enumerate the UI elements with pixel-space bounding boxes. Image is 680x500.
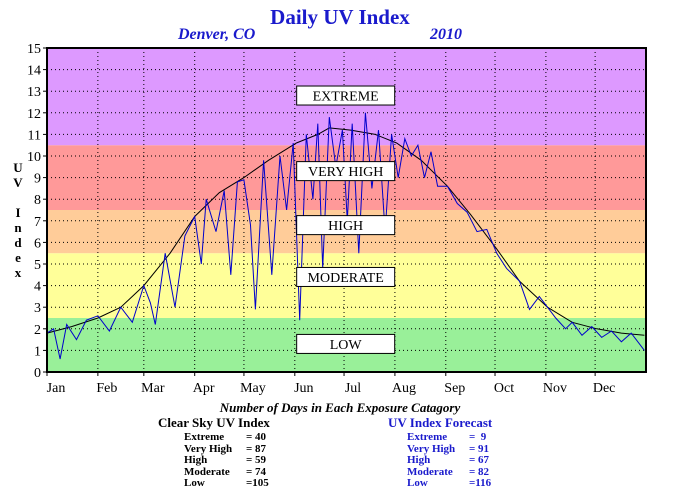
y-tick-label: 12 [27, 107, 41, 122]
y-tick-label: 8 [34, 193, 41, 208]
clear-sky-series-line [46, 127, 645, 336]
y-tick-label: 13 [27, 85, 41, 100]
clear-sky-row: High = 59 [184, 454, 286, 467]
chart-year: 2010 [430, 26, 462, 43]
x-tick-label: Jan [47, 381, 66, 396]
x-tick-label: Mar [141, 381, 165, 396]
y-tick-label: 5 [34, 258, 41, 273]
y-axis-label-letter: U [13, 160, 23, 175]
clear-sky-row-value: = 40 [246, 431, 267, 443]
clear-sky-summary-title: Clear Sky UV Index [158, 415, 270, 430]
clear-sky-row-value: = 59 [246, 454, 267, 466]
forecast-row-value: = 91 [469, 442, 490, 455]
clear-sky-row-value: =105 [246, 477, 269, 489]
y-tick-label: 2 [34, 323, 41, 338]
x-tick-label: Nov [543, 381, 567, 396]
forecast-row-label: Extreme [407, 431, 448, 443]
clear-sky-row-label: Moderate [184, 465, 230, 478]
x-tick-label: Jun [294, 381, 313, 396]
clear-sky-row-label: Very High [184, 442, 233, 455]
y-tick-label: 6 [34, 236, 41, 251]
forecast-row: Extreme = 9 [407, 431, 509, 444]
y-tick-label: 14 [27, 64, 41, 79]
clear-sky-row: Very High = 87 [184, 442, 286, 456]
clear-sky-row-label: High [184, 454, 208, 466]
y-tick-label: 11 [28, 128, 41, 143]
band-label-text: HIGH [328, 219, 363, 234]
clear-sky-row: Extreme = 40 [184, 431, 286, 444]
x-tick-label: Feb [96, 381, 117, 396]
forecast-row-label: Low [407, 477, 428, 489]
y-tick-label: 9 [34, 172, 41, 187]
x-tick-label: Dec [593, 381, 616, 396]
x-tick-label: Aug [392, 381, 416, 396]
x-tick-label: May [240, 381, 266, 396]
clear-sky-summary: Clear Sky UV Index Extreme = 40 Very High… [158, 415, 286, 490]
chart-location: Denver, CO [178, 26, 256, 43]
forecast-row-label: Very High [407, 442, 456, 455]
x-tick-label: Sep [444, 381, 465, 396]
forecast-row-value: = 9 [469, 431, 487, 443]
y-tick-label: 7 [34, 215, 41, 230]
forecast-summary-title: UV Index Forecast [388, 415, 493, 430]
clear-sky-row-label: Low [184, 477, 205, 489]
forecast-summary: UV Index Forecast Extreme = 9 Very High = … [388, 415, 509, 490]
x-tick-label: Oct [494, 381, 514, 396]
y-axis-label-letter: x [14, 265, 22, 280]
forecast-row-value: = 67 [469, 454, 490, 466]
y-tick-label: 4 [34, 280, 41, 295]
forecast-row-label: High [407, 454, 431, 466]
x-tick-label: Jul [345, 381, 361, 396]
y-tick-label: 0 [34, 366, 41, 381]
y-axis-label-letter: d [14, 235, 22, 250]
forecast-row-value: =116 [469, 477, 492, 489]
plot-frame [46, 47, 647, 373]
band-label-text: VERY HIGH [308, 165, 383, 180]
clear-sky-row-value: = 74 [246, 465, 267, 478]
clear-sky-row-label: Extreme [184, 431, 225, 443]
y-axis-label-letter: I [15, 205, 21, 220]
chart-title: Daily UV Index [270, 5, 410, 29]
band-label-box [296, 333, 396, 354]
clear-sky-row: Moderate = 74 [184, 465, 286, 479]
band-label-text: MODERATE [308, 271, 384, 286]
band-label-box [296, 266, 396, 287]
x-tick-label: Apr [193, 381, 215, 396]
y-axis-label-letter: e [15, 250, 21, 265]
y-axis-label-letter: V [13, 175, 23, 190]
y-axis-label-letter [10, 190, 26, 205]
y-axis-label-letter: n [14, 220, 22, 235]
summary-title: Number of Days in Each Exposure Catagory [219, 400, 461, 415]
y-tick-label: 15 [27, 42, 41, 57]
band-label-text: EXTREME [313, 90, 379, 105]
forecast-row: Moderate = 82 [407, 465, 509, 479]
forecast-row-label: Moderate [407, 465, 453, 478]
band-label-box [296, 161, 396, 182]
forecast-row-value: = 82 [469, 465, 490, 478]
clear-sky-row-value: = 87 [246, 442, 267, 455]
y-tick-label: 10 [27, 150, 41, 165]
forecast-row: High = 67 [407, 454, 509, 467]
clear-sky-row: Low =105 [184, 477, 286, 490]
forecast-row: Very High = 91 [407, 442, 509, 456]
band-label-box [296, 85, 396, 106]
band-label-text: LOW [330, 338, 363, 353]
band-label-box [296, 215, 396, 236]
y-tick-label: 1 [34, 344, 41, 359]
y-tick-label: 3 [34, 301, 41, 316]
forecast-row: Low =116 [407, 477, 509, 490]
